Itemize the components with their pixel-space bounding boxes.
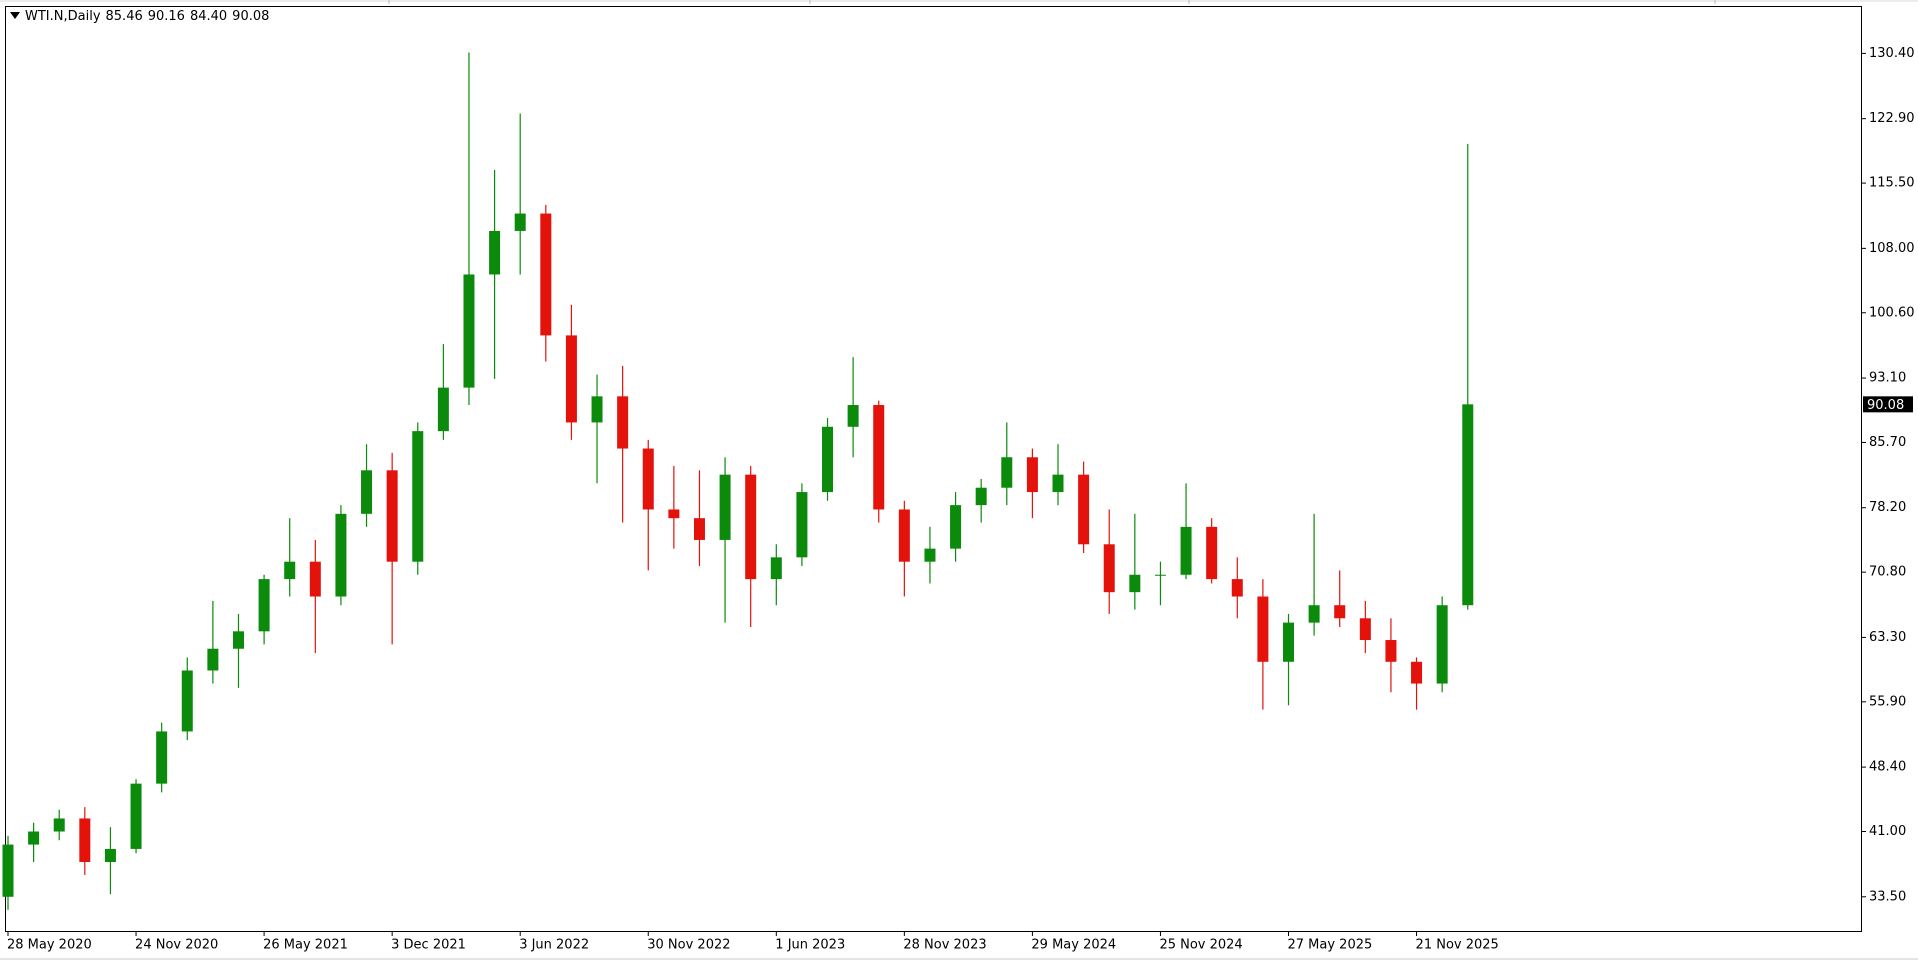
candle-body xyxy=(975,487,987,506)
ohlc-low: 84.40 xyxy=(189,9,228,24)
candle-body xyxy=(386,470,398,562)
candle-body xyxy=(207,648,219,671)
candle-body xyxy=(668,509,680,519)
candle-body xyxy=(1257,596,1269,662)
y-tick-label: 48.40 xyxy=(1869,760,1906,775)
candle-body xyxy=(745,474,757,580)
x-tick-label: 24 Nov 2020 xyxy=(135,938,218,953)
candle-body xyxy=(489,230,501,275)
candle-body xyxy=(232,631,244,649)
x-tick-label: 30 Nov 2022 xyxy=(647,938,730,953)
candle-body xyxy=(79,818,91,862)
candle-body xyxy=(130,783,142,849)
x-tick-label: 26 May 2021 xyxy=(263,938,348,953)
candle-body xyxy=(361,470,373,514)
candle-body xyxy=(104,848,116,862)
candle-body xyxy=(693,518,705,540)
candle-body xyxy=(1411,661,1423,684)
y-tick-label: 55.90 xyxy=(1869,694,1906,709)
symbol: WTI.N,Daily xyxy=(25,9,101,24)
candle-body xyxy=(796,492,808,558)
x-tick-label: 3 Jun 2022 xyxy=(519,938,589,953)
candle-body xyxy=(335,513,347,597)
x-tick-label: 28 May 2020 xyxy=(7,938,92,953)
candle-body xyxy=(1206,526,1218,580)
candle-body xyxy=(412,431,424,562)
candle-body xyxy=(1359,618,1371,641)
candle-body xyxy=(309,561,321,597)
y-tick-label: 108.00 xyxy=(1869,241,1915,256)
candle-body xyxy=(591,396,603,423)
candle-body xyxy=(1103,544,1115,593)
candle-body xyxy=(284,561,296,580)
candle-body xyxy=(847,405,859,427)
candle-body xyxy=(28,831,40,845)
candle-body xyxy=(1385,640,1397,662)
last-price-tag xyxy=(1863,396,1913,413)
y-tick-label: 130.40 xyxy=(1869,46,1915,61)
candle-body xyxy=(1052,474,1064,493)
candle-body xyxy=(770,557,782,580)
candle-body xyxy=(565,335,577,423)
candle-body xyxy=(617,396,629,449)
candle-body xyxy=(258,579,270,632)
candle-body xyxy=(463,274,475,388)
plot-frame xyxy=(5,6,1862,932)
candle-body xyxy=(540,213,552,336)
ohlc-open: 85.46 xyxy=(105,9,143,24)
candle-body xyxy=(873,405,885,510)
x-tick-label: 29 May 2024 xyxy=(1031,938,1116,953)
y-tick-label: 78.20 xyxy=(1869,500,1906,515)
candle-body xyxy=(1078,474,1090,545)
y-tick-label: 93.10 xyxy=(1869,371,1906,386)
y-tick-label: 41.00 xyxy=(1869,824,1906,839)
ohlc-high: 90.16 xyxy=(147,9,185,24)
candle-body xyxy=(1026,457,1038,493)
candle-body xyxy=(437,387,449,432)
candle-body xyxy=(950,505,962,549)
x-tick-label: 21 Nov 2025 xyxy=(1416,938,1499,953)
x-tick-label: 27 May 2025 xyxy=(1288,938,1373,953)
y-tick-label: 122.90 xyxy=(1869,111,1915,126)
legend-arrow xyxy=(10,12,20,19)
last-price-label: 90.08 xyxy=(1867,398,1904,413)
candle-body xyxy=(1180,526,1192,575)
candle-body xyxy=(1154,574,1166,576)
candle-body xyxy=(53,818,65,832)
y-tick-label: 85.70 xyxy=(1869,435,1906,450)
candle-body xyxy=(1001,457,1013,488)
y-tick-label: 33.50 xyxy=(1869,889,1906,904)
y-tick-label: 63.30 xyxy=(1869,630,1906,645)
x-tick-label: 25 Nov 2024 xyxy=(1159,938,1242,953)
candle-body xyxy=(1129,574,1141,593)
candle-body xyxy=(1436,605,1448,684)
candle-body xyxy=(642,448,654,510)
candle-body xyxy=(822,426,834,493)
candle-body xyxy=(1462,404,1474,606)
x-tick-label: 3 Dec 2021 xyxy=(391,938,466,953)
candle-body xyxy=(181,670,193,732)
y-tick-label: 70.80 xyxy=(1869,565,1906,580)
y-tick-label: 100.60 xyxy=(1869,305,1915,320)
ohlc-close: 90.08 xyxy=(232,9,270,24)
candle-body xyxy=(924,548,936,562)
candle-body xyxy=(719,474,731,540)
candle-body xyxy=(514,213,526,231)
x-tick-label: 1 Jun 2023 xyxy=(775,938,845,953)
candle-body xyxy=(1308,605,1320,623)
x-tick-label: 28 Nov 2023 xyxy=(903,938,986,953)
candle-body xyxy=(1334,605,1346,619)
y-tick-label: 115.50 xyxy=(1869,176,1915,191)
candle-body xyxy=(2,844,14,897)
candle-body xyxy=(156,731,168,784)
chart-legend: WTI.N,Daily 85.46 90.16 84.40 90.08 xyxy=(10,9,274,24)
candle-body xyxy=(1231,579,1243,597)
candle-body xyxy=(898,509,910,562)
candle-body xyxy=(1283,622,1294,662)
